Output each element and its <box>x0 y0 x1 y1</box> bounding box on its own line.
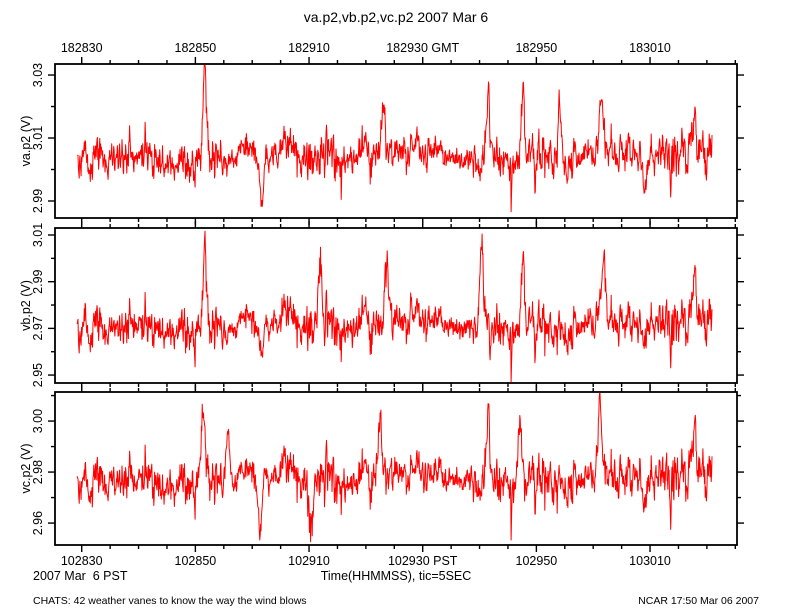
y-tick-label: 2.98 <box>31 460 45 484</box>
x-tick-label-pst: 102910 <box>288 554 330 568</box>
x-tick-label-pst: 102930 PST <box>388 554 458 568</box>
y-tick-label: 2.99 <box>31 189 45 213</box>
signal-trace-va-p2 <box>77 64 713 213</box>
y-tick-label: 3.01 <box>31 223 45 247</box>
x-tick-label-pst: 102950 <box>516 554 558 568</box>
y-tick-label: 2.95 <box>31 363 45 387</box>
y-axis-title-vb-p2: vb.p2 (V) <box>19 280 33 331</box>
signal-trace-vc-p2 <box>76 392 713 543</box>
x-tick-label-pst: 102830 <box>61 554 103 568</box>
footer-timestamp: NCAR 17:50 Mar 06 2007 <box>638 595 759 607</box>
panel-frame-vb-p2 <box>54 227 738 384</box>
x-tick-label-gmt: 182910 <box>288 41 330 55</box>
x-tick-label-pst: 102850 <box>175 554 217 568</box>
x-tick-label-gmt: 183010 <box>629 41 671 55</box>
y-axis-title-va-p2: va.p2 (V) <box>19 116 33 167</box>
x-tick-label-gmt: 182930 GMT <box>386 41 459 55</box>
y-tick-label: 2.96 <box>31 511 45 535</box>
y-tick-label: 3.00 <box>31 409 45 433</box>
panel-frame-vc-p2 <box>54 391 738 546</box>
x-tick-label-gmt: 182830 <box>61 41 103 55</box>
y-tick-label: 3.03 <box>31 63 45 87</box>
y-axis-title-vc-p2: vc.p2 (V) <box>19 443 33 493</box>
footer-project-note: CHATS: 42 weather vanes to know the way … <box>33 595 307 607</box>
x-tick-label-gmt: 182850 <box>175 41 217 55</box>
y-tick-label: 3.01 <box>31 126 45 150</box>
signal-trace-vb-p2 <box>76 230 713 383</box>
panel-frame-va-p2 <box>54 63 738 219</box>
chart-title: va.p2,vb.p2,vc.p2 2007 Mar 6 <box>303 9 489 25</box>
y-tick-label: 2.99 <box>31 269 45 293</box>
bottom-left-date-label: 2007 Mar 6 PST <box>33 569 128 583</box>
x-tick-label-pst: 103010 <box>629 554 671 568</box>
x-tick-label-gmt: 182950 <box>516 41 558 55</box>
y-tick-label: 2.97 <box>31 316 45 340</box>
